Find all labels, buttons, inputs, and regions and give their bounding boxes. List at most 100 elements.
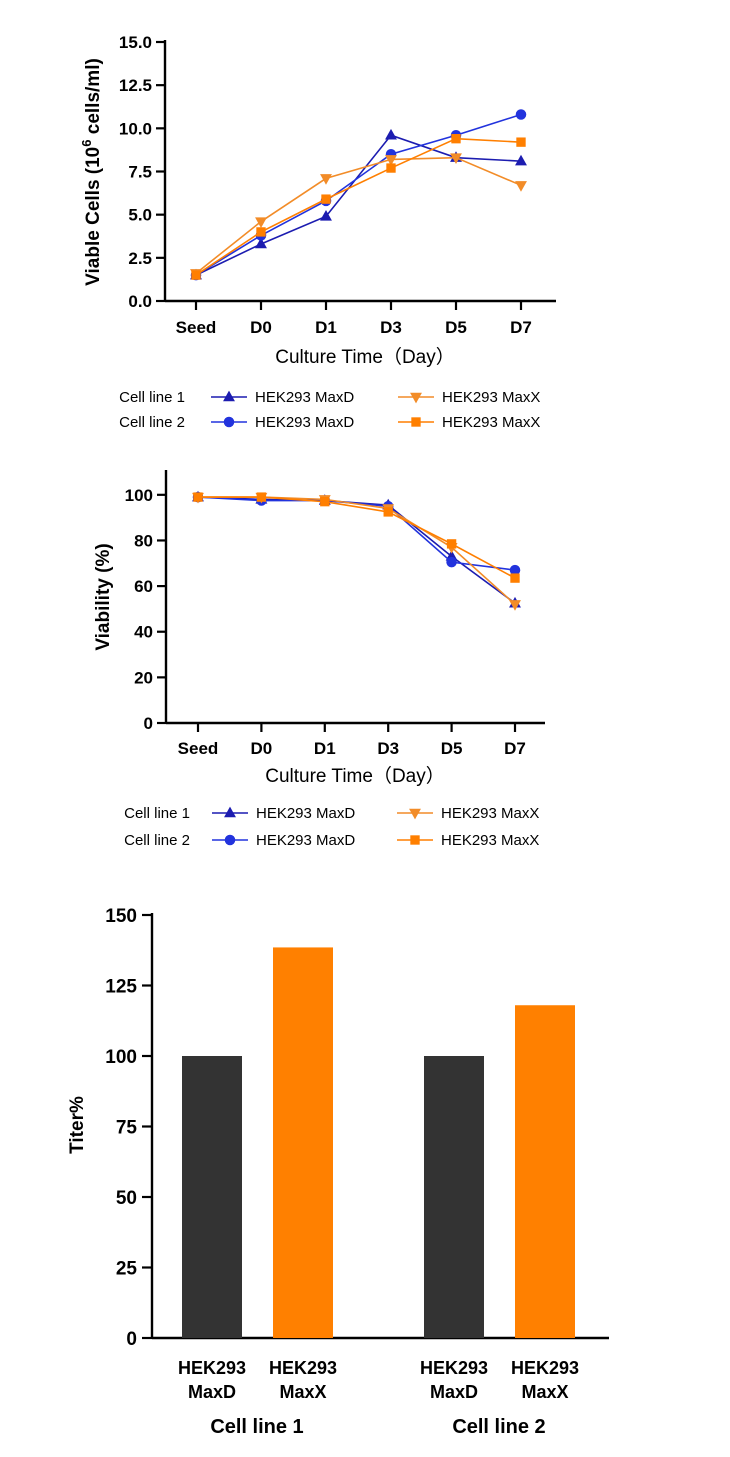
viability-chart: 0 20 40 60 80 100 Seed D0 D1 D3 D5 D7 Viability (%… — [93, 470, 545, 849]
data-point — [515, 181, 527, 192]
legend-label: HEK293 MaxD — [255, 389, 354, 406]
legend-marker — [224, 834, 236, 846]
bar-category-label: HEK293 — [269, 1358, 337, 1378]
viability-x-ticks: Seed D0 D1 D3 D5 D7 — [178, 723, 526, 758]
y-tick-label: 7.5 — [128, 163, 152, 182]
legend-item: HEK293 MaxX — [397, 832, 539, 849]
viability-y-ticks: 0 20 40 60 80 100 — [125, 486, 166, 733]
x-tick-label: D1 — [314, 739, 336, 758]
viable-cells-legend: Cell line 1 HEK293 MaxD HEK293 MaxX Cell li… — [119, 389, 540, 431]
y-tick-label: 0.0 — [128, 292, 152, 311]
series-line — [198, 496, 516, 605]
series-line — [197, 496, 516, 604]
data-point — [383, 507, 393, 517]
viable-cells-x-axis-label: Culture Time（Day） — [275, 346, 455, 368]
data-point — [385, 155, 397, 166]
data-point — [516, 137, 526, 147]
x-tick-label: Seed — [178, 739, 219, 758]
legend-label: HEK293 MaxX — [441, 805, 539, 822]
viable-cells-chart: 0.02.55.07.510.012.515.0 Seed D0 D1 D3 D5 D7 … — [79, 33, 556, 431]
x-tick-label: D1 — [315, 318, 337, 337]
legend-marker — [410, 392, 422, 404]
data-point — [256, 227, 266, 237]
legend-marker — [410, 835, 420, 845]
data-point — [256, 492, 267, 502]
series-line — [195, 137, 522, 276]
x-tick-label: D5 — [445, 318, 467, 337]
series-line — [197, 496, 516, 571]
series-line — [195, 156, 522, 274]
legend-item: HEK293 MaxX — [397, 805, 539, 822]
data-point — [509, 600, 521, 611]
legend-row-label: Cell line 1 — [119, 389, 185, 406]
y-tick-label: 2.5 — [128, 249, 152, 268]
titer-y-axis-label: Titer% — [67, 1096, 88, 1154]
y-tick-label: 0 — [126, 1329, 137, 1350]
bar-group-label: Cell line 1 — [210, 1416, 303, 1438]
bar-category-label: MaxD — [188, 1382, 236, 1402]
y-tick-label: 75 — [116, 1118, 138, 1139]
y-tick-label: 60 — [134, 577, 153, 596]
legend-item: HEK293 MaxD — [212, 805, 355, 822]
y-tick-label: 0 — [144, 714, 153, 733]
legend-item: HEK293 MaxX — [398, 414, 540, 431]
y-tick-label: 150 — [105, 906, 137, 927]
data-point — [191, 270, 201, 280]
viable-cells-y-ticks: 0.0 2.5 5.0 7.5 10.0 12.5 15.0 — [119, 33, 165, 311]
data-point — [320, 174, 332, 185]
series-cell-line-2-hek293-maxd — [190, 109, 527, 281]
x-tick-label: D3 — [380, 318, 402, 337]
series-line — [198, 496, 516, 579]
data-point — [255, 217, 267, 228]
legend-marker — [224, 806, 236, 818]
legend-row-label: Cell line 1 — [124, 805, 190, 822]
series-cell-line-2-hek293-maxx — [193, 492, 520, 583]
viability-x-axis-label: Culture Time（Day） — [265, 765, 445, 787]
y-tick-label: 15.0 — [119, 33, 152, 52]
data-point — [255, 237, 267, 249]
legend-marker — [409, 808, 421, 820]
titer-y-ticks: 0 25 50 75 100 125 150 — [105, 906, 152, 1350]
x-tick-label: D3 — [377, 739, 399, 758]
bar-cell-line-2-maxd — [424, 1056, 484, 1338]
x-tick-label: D0 — [250, 318, 272, 337]
y-tick-label: 10.0 — [119, 119, 152, 138]
x-tick-label: Seed — [176, 318, 217, 337]
data-point — [509, 564, 521, 576]
bar-group-label: Cell line 2 — [452, 1416, 545, 1438]
bar-category-label: HEK293 — [420, 1358, 488, 1378]
y-tick-label: 5.0 — [128, 206, 152, 225]
titer-chart: 0 25 50 75 100 125 150 HEK293 MaxD HEK293 MaxX HEK… — [67, 906, 609, 1438]
series-cell-line-1-hek293-maxd — [192, 490, 521, 608]
data-point — [451, 134, 461, 144]
y-tick-label: 25 — [116, 1259, 138, 1280]
data-point — [385, 128, 397, 140]
y-tick-label: 12.5 — [119, 76, 152, 95]
bar-cell-line-2-maxx — [515, 1005, 575, 1338]
series-line — [195, 134, 522, 276]
series-cell-line-1-hek293-maxx — [192, 492, 521, 611]
legend-marker — [411, 417, 421, 427]
y-tick-label: 100 — [105, 1047, 137, 1068]
y-tick-label: 40 — [134, 623, 153, 642]
y-tick-label: 50 — [116, 1188, 137, 1209]
data-point — [450, 153, 462, 165]
series-cell-line-2-hek293-maxx — [191, 134, 526, 280]
y-tick-label: 125 — [105, 977, 137, 998]
bar-category-label: HEK293 — [511, 1358, 579, 1378]
legend-item: HEK293 MaxD — [211, 414, 354, 431]
series-cell-line-1-hek293-maxd — [190, 128, 527, 280]
y-tick-label: 100 — [125, 486, 153, 505]
data-point — [446, 539, 457, 549]
data-point — [446, 556, 457, 568]
data-point — [193, 492, 203, 502]
legend-label: HEK293 MaxX — [442, 389, 540, 406]
data-point — [320, 496, 330, 507]
series-cell-line-1-hek293-maxx — [190, 153, 527, 280]
bar-cell-line-1-maxd — [182, 1056, 242, 1338]
x-tick-label: D0 — [251, 739, 273, 758]
bar-category-label: MaxX — [521, 1382, 568, 1402]
series-line — [195, 113, 522, 276]
legend-row-label: Cell line 2 — [124, 832, 190, 849]
